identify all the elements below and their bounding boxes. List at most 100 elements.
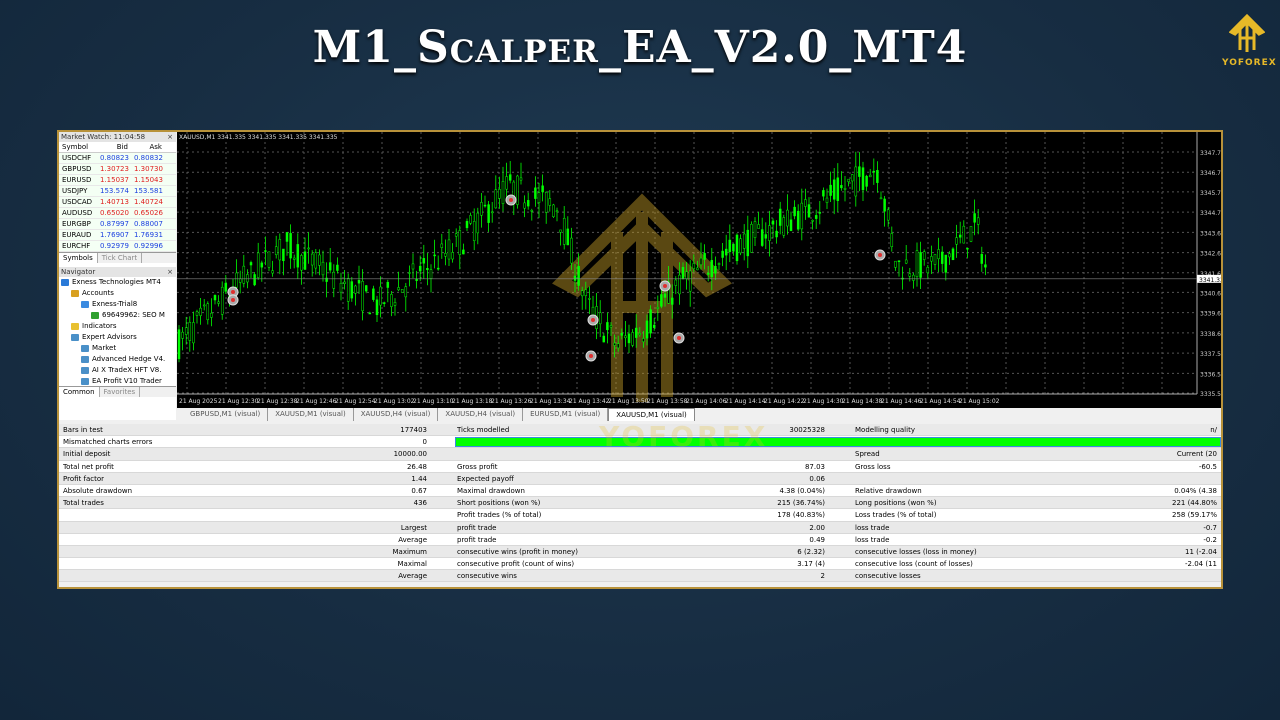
candle xyxy=(436,267,440,270)
market-watch-row[interactable]: EURUSD 1.15037 1.15043 xyxy=(59,175,176,186)
report-label: Relative drawdown xyxy=(855,486,922,495)
navigator-item[interactable]: Market xyxy=(59,343,176,354)
time-label: 21 Aug 14:38 xyxy=(842,398,883,405)
report-value: 0.04% (4.38 xyxy=(1174,486,1217,495)
navigator-item[interactable]: Exness Technologies MT4 xyxy=(59,277,176,288)
candle xyxy=(760,229,764,246)
market-watch-row[interactable]: USDCAD 1.40713 1.40724 xyxy=(59,197,176,208)
bid-cell: 0.65020 xyxy=(100,209,129,217)
chart-tab[interactable]: XAUUSD,H4 (visual) xyxy=(438,408,524,421)
candle xyxy=(195,311,199,316)
report-label: Total net profit xyxy=(63,462,114,471)
tab-common[interactable]: Common xyxy=(59,387,100,397)
market-watch-row[interactable]: AUDUSD 0.65020 0.65026 xyxy=(59,208,176,219)
chart-tabs: GBPUSD,M1 (visual) XAUUSD,M1 (visual) XAUU… xyxy=(177,408,1221,421)
symbol-cell: EURUSD xyxy=(62,176,92,184)
tab-favorites[interactable]: Favorites xyxy=(100,387,141,397)
market-watch-header: Symbol Bid Ask xyxy=(59,142,176,153)
candle xyxy=(717,263,721,265)
price-chart[interactable]: 3347.73 3346.71 3345.72 3344.70 3343.68 3342.… xyxy=(177,132,1223,408)
navigator-item-label: AI X TradeX HFT V8. xyxy=(92,366,162,374)
report-label: Mismatched charts errors xyxy=(63,438,153,447)
market-watch-row[interactable]: EURGBP 0.87997 0.88007 xyxy=(59,219,176,230)
candle xyxy=(840,185,843,189)
navigator-item[interactable]: Exness-Trial8 xyxy=(59,299,176,310)
navigator-item[interactable]: Accounts xyxy=(59,288,176,299)
report-value: 0 xyxy=(422,438,427,447)
candle xyxy=(980,254,984,264)
navigator-item[interactable]: Expert Advisors xyxy=(59,332,176,343)
chart-tab[interactable]: XAUUSD,H4 (visual) xyxy=(354,408,439,421)
navigator: Navigator × Exness Technologies MT4 Accoun… xyxy=(59,267,176,397)
report-value: Current (20 xyxy=(1176,450,1217,459)
candle xyxy=(955,237,958,245)
report-value: 0.06 xyxy=(809,474,825,483)
candle xyxy=(523,202,526,209)
market-watch-row[interactable]: USDCHF 0.80823 0.80832 xyxy=(59,153,176,164)
candle xyxy=(501,181,505,204)
expert-icon xyxy=(81,367,89,374)
trade-marker-dot xyxy=(663,284,667,288)
trade-marker-dot xyxy=(231,290,235,294)
tab-symbols[interactable]: Symbols xyxy=(59,253,98,263)
report-label: Short positions (won %) xyxy=(457,499,541,508)
candle xyxy=(930,256,933,262)
candle xyxy=(746,229,750,257)
chart-tab[interactable]: XAUUSD,M1 (visual) xyxy=(608,408,695,421)
navigator-item[interactable]: Indicators xyxy=(59,321,176,332)
bid-cell: 0.80823 xyxy=(100,154,129,162)
candle xyxy=(926,267,930,274)
candle xyxy=(480,202,483,216)
candle xyxy=(699,257,703,266)
candle xyxy=(879,197,883,200)
navigator-item[interactable]: 69649962: SEO M xyxy=(59,310,176,321)
candle xyxy=(984,264,987,268)
market-watch-row[interactable]: EURCHF 0.92979 0.92996 xyxy=(59,241,176,252)
candle xyxy=(274,246,278,255)
report-value: n/ xyxy=(1210,426,1217,434)
candle xyxy=(282,248,285,262)
candle xyxy=(357,279,361,284)
price-label: 3345.72 xyxy=(1200,190,1223,197)
candle xyxy=(897,260,901,263)
report-value: 2 xyxy=(820,572,825,581)
report-label: Initial deposit xyxy=(63,450,111,459)
market-watch-row[interactable]: GBPUSD 1.30723 1.30730 xyxy=(59,164,176,175)
report-value: Largest xyxy=(400,523,427,532)
candle xyxy=(958,234,962,238)
expert-icon xyxy=(71,334,79,341)
price-label: 3343.68 xyxy=(1200,230,1223,237)
col-bid[interactable]: Bid xyxy=(116,143,128,151)
candle xyxy=(264,250,267,252)
market-watch-row[interactable]: USDJPY 153.574 153.581 xyxy=(59,186,176,197)
chart-tab[interactable]: EURUSD,M1 (visual) xyxy=(523,408,609,421)
candlestick-chart[interactable]: 3347.73 3346.71 3345.72 3344.70 3343.68 3342.… xyxy=(177,132,1223,408)
candle xyxy=(836,177,840,201)
navigator-item[interactable]: EA Profit V10 Trader xyxy=(59,376,176,386)
close-icon[interactable]: × xyxy=(167,133,173,141)
candle xyxy=(296,244,300,268)
time-label: 21 Aug 2025 xyxy=(179,398,218,405)
candle xyxy=(325,277,328,282)
candle xyxy=(408,272,411,274)
price-label: 3335.58 xyxy=(1200,391,1223,398)
market-watch-row[interactable]: EURAUD 1.76907 1.76931 xyxy=(59,230,176,241)
report-label: consecutive wins xyxy=(457,572,517,581)
candle xyxy=(454,233,458,237)
time-label: 21 Aug 12:46 xyxy=(296,398,337,405)
tab-tick-chart[interactable]: Tick Chart xyxy=(98,253,143,263)
col-symbol[interactable]: Symbol xyxy=(62,143,89,151)
candle xyxy=(375,299,379,316)
chart-tab[interactable]: XAUUSD,M1 (visual) xyxy=(268,408,354,421)
candle xyxy=(598,312,602,325)
navigator-item[interactable]: AI X TradeX HFT V8. xyxy=(59,365,176,376)
candle xyxy=(674,279,678,286)
close-icon[interactable]: × xyxy=(167,268,173,276)
col-ask[interactable]: Ask xyxy=(149,143,163,151)
navigator-item[interactable]: Advanced Hedge V4. xyxy=(59,354,176,365)
chart-tab[interactable]: GBPUSD,M1 (visual) xyxy=(183,408,269,421)
candle xyxy=(670,297,674,305)
candle xyxy=(681,266,685,280)
report-value: 26.48 xyxy=(406,462,427,471)
candle xyxy=(199,307,202,316)
